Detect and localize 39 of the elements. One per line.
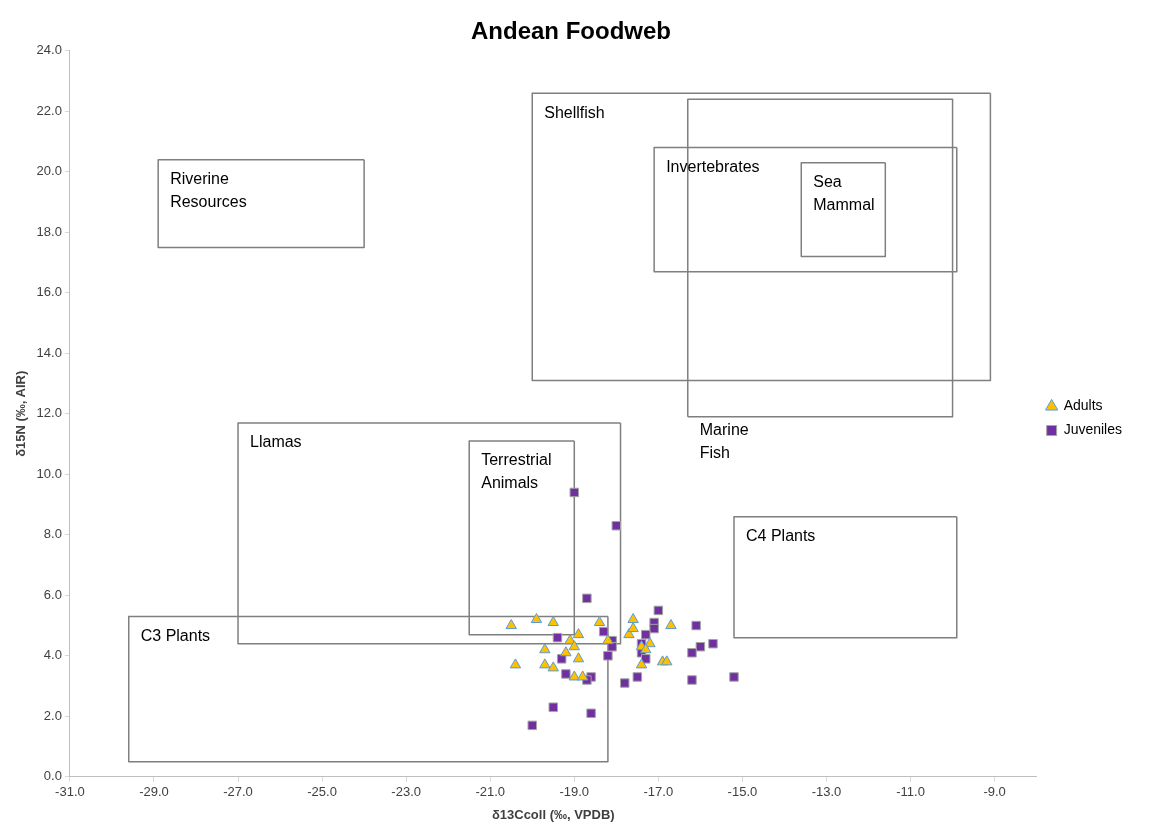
series-label: Invertebrates <box>666 158 760 176</box>
series-label: C4 Plants <box>746 527 816 545</box>
x-tick-label: -29.0 <box>139 784 169 800</box>
x-tick-label: -27.0 <box>223 784 253 800</box>
x-tick-label: -23.0 <box>391 784 421 800</box>
y-tick-label: 4.0 <box>43 647 62 663</box>
x-tick-label: -25.0 <box>307 784 337 800</box>
series-label: Shellfish <box>544 103 605 121</box>
x-tick-label: -19.0 <box>559 784 590 800</box>
x-tick-label: -13.0 <box>811 784 842 800</box>
y-tick-label: 6.0 <box>43 586 62 602</box>
y-tick-label: 16.0 <box>36 284 62 300</box>
y-tick-label: 0.0 <box>43 768 62 784</box>
series-label: Sea Mammal <box>813 173 875 214</box>
y-tick-label: 24.0 <box>36 42 62 58</box>
y-tick-label: 12.0 <box>36 405 62 421</box>
y-tick-label: 20.0 <box>36 163 62 179</box>
x-tick-label: -21.0 <box>475 784 506 800</box>
y-tick-label: 8.0 <box>43 526 62 542</box>
y-axis-title: δ15N (‰, AIR) <box>13 370 29 457</box>
x-axis-title: δ13Ccoll (‰, VPDB) <box>491 806 615 822</box>
x-tick-label: -11.0 <box>896 784 925 800</box>
y-tick-label: 2.0 <box>43 707 62 723</box>
series-label: Riverine Resources <box>170 170 247 211</box>
legend-label: Juveniles <box>1063 421 1123 438</box>
x-tick-label: -15.0 <box>727 784 758 800</box>
series-label: C3 Plants <box>140 626 211 644</box>
x-tick-label: -9.0 <box>983 784 1006 800</box>
y-tick-label: 18.0 <box>36 223 62 239</box>
series-label: Terrestrial Animals <box>481 451 552 492</box>
x-tick-label: -17.0 <box>643 784 674 800</box>
y-tick-label: 22.0 <box>36 102 62 118</box>
series-label: Llamas <box>250 433 302 451</box>
legend-label: Adults <box>1063 397 1103 414</box>
y-tick-label: 14.0 <box>36 344 62 360</box>
series-label: Marine Fish <box>699 421 749 462</box>
y-tick-label: 10.0 <box>36 465 62 481</box>
chart-title: Andean Foodweb <box>471 17 671 45</box>
x-tick-label: -31.0 <box>55 784 85 800</box>
